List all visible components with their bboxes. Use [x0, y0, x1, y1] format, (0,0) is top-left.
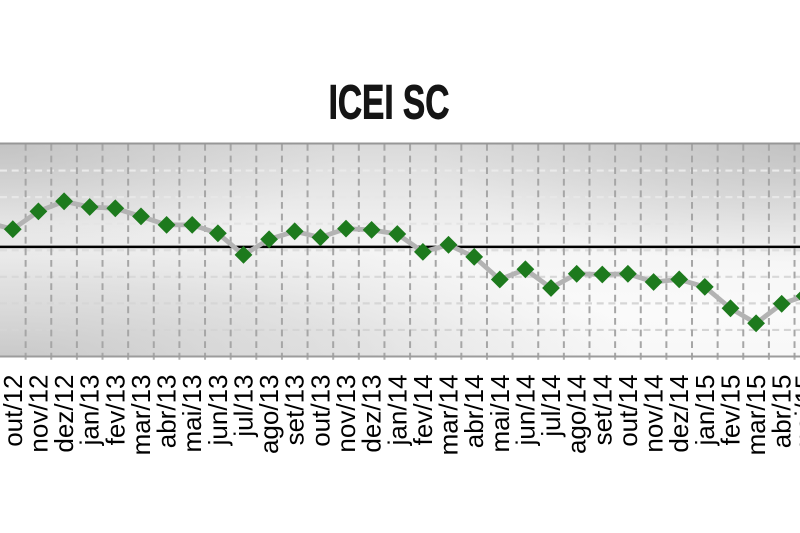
svg-text:jan/15: jan/15 [690, 375, 720, 447]
svg-text:jun/13: jun/13 [203, 375, 233, 447]
svg-text:out/14: out/14 [613, 375, 643, 447]
svg-text:set/13: set/13 [280, 375, 310, 446]
svg-text:ago/13: ago/13 [254, 375, 284, 455]
svg-text:jul/13: jul/13 [229, 375, 259, 438]
svg-text:nov/12: nov/12 [23, 375, 53, 453]
svg-text:nov/13: nov/13 [331, 375, 361, 453]
svg-text:set/14: set/14 [587, 375, 617, 446]
svg-text:out/12: out/12 [0, 375, 28, 447]
svg-text:mai/15: mai/15 [790, 375, 800, 453]
svg-text:abr/13: abr/13 [152, 375, 182, 449]
svg-text:dez/13: dez/13 [357, 375, 387, 453]
svg-text:mar/15: mar/15 [741, 375, 771, 456]
svg-text:mai/14: mai/14 [485, 375, 515, 453]
svg-text:ICEI SC: ICEI SC [329, 74, 450, 129]
svg-text:jun/14: jun/14 [510, 375, 540, 447]
svg-text:mai/13: mai/13 [177, 375, 207, 453]
svg-text:fev/14: fev/14 [408, 375, 438, 446]
svg-text:fev/15: fev/15 [716, 375, 746, 446]
svg-text:dez/12: dez/12 [49, 375, 79, 453]
svg-text:mar/13: mar/13 [126, 375, 156, 456]
svg-text:nov/14: nov/14 [639, 375, 669, 453]
svg-text:mar/14: mar/14 [434, 375, 464, 456]
svg-text:abr/14: abr/14 [459, 375, 489, 449]
svg-text:fev/13: fev/13 [100, 375, 130, 446]
svg-text:dez/14: dez/14 [664, 375, 694, 453]
svg-text:ago/14: ago/14 [562, 375, 592, 455]
svg-text:out/13: out/13 [305, 375, 335, 447]
svg-text:abr/15: abr/15 [767, 375, 797, 449]
svg-text:jan/13: jan/13 [75, 375, 105, 447]
svg-text:jul/14: jul/14 [536, 375, 566, 438]
svg-text:jan/14: jan/14 [382, 375, 412, 447]
